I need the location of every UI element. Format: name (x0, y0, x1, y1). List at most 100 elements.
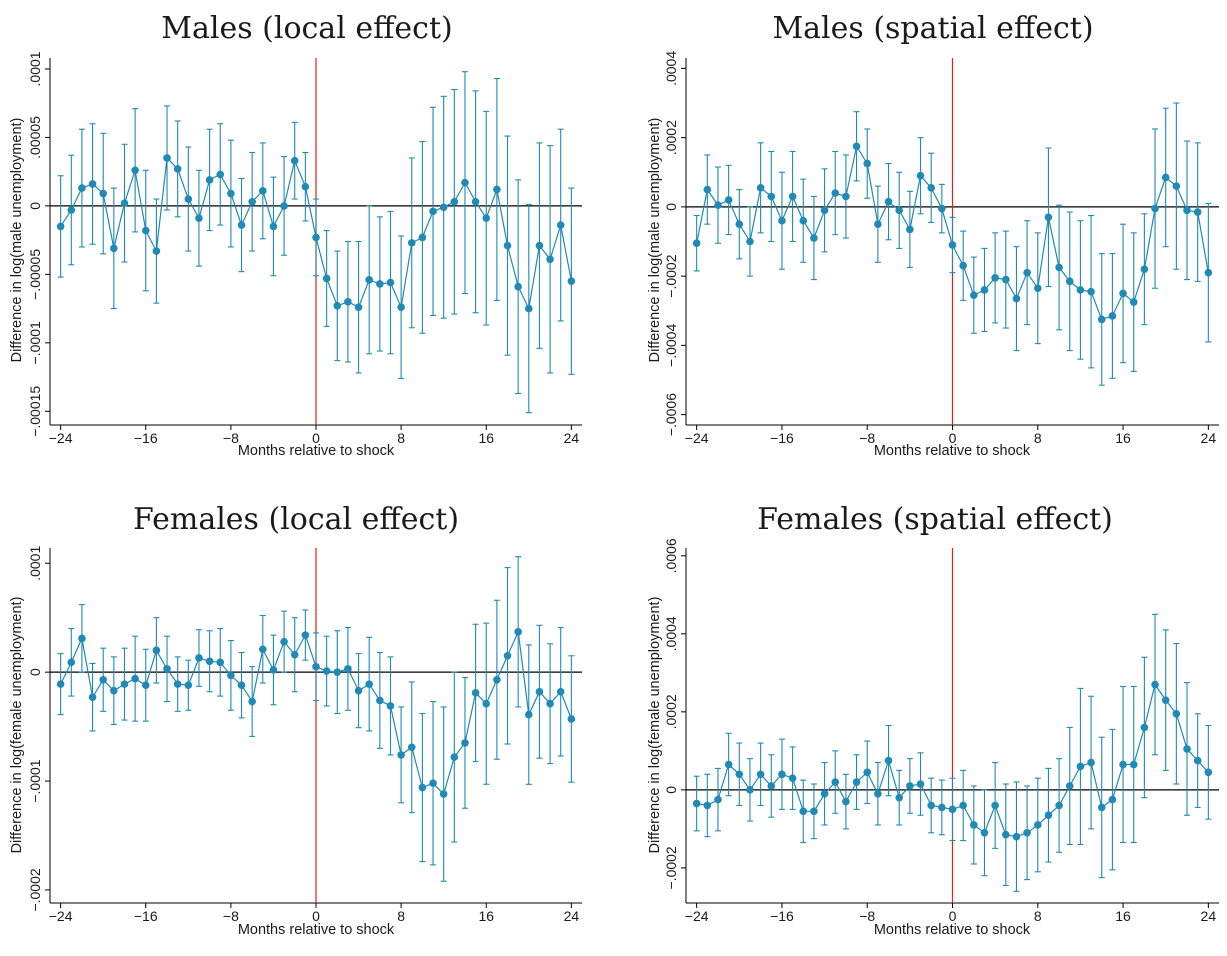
data-point (778, 216, 786, 225)
data-point (248, 197, 256, 206)
data-point (1151, 204, 1159, 213)
x-tick-label: −16 (770, 908, 794, 924)
x-tick-label: 16 (478, 430, 494, 446)
data-point (767, 782, 776, 790)
data-point (131, 166, 139, 175)
data-point (67, 658, 76, 667)
data-point (1140, 265, 1149, 273)
data-point (99, 675, 107, 684)
data-point (692, 799, 701, 808)
data-point (970, 291, 978, 299)
data-point (1140, 723, 1149, 732)
data-point (1033, 821, 1042, 829)
data-point (916, 780, 925, 788)
y-tick-label: −.0002 (663, 254, 679, 297)
data-point (535, 687, 544, 696)
data-point (1108, 795, 1117, 804)
data-point (980, 828, 989, 837)
data-point (980, 286, 989, 294)
data-point (280, 637, 288, 646)
data-point (938, 204, 946, 213)
data-point (290, 156, 299, 165)
y-tick-label: .0001 (27, 51, 43, 86)
data-point (546, 255, 554, 264)
data-point (916, 171, 925, 180)
data-point (1097, 315, 1106, 324)
data-point (397, 751, 405, 759)
x-tick-label: 8 (1034, 430, 1042, 446)
data-point (386, 278, 395, 287)
data-point (269, 222, 278, 231)
y-tick-label: −.0002 (27, 868, 43, 911)
chart-title: Females (local effect) (133, 502, 459, 537)
x-tick-label: 24 (564, 430, 580, 446)
data-point (906, 782, 914, 790)
x-tick-label: 16 (1115, 908, 1131, 924)
data-point (184, 195, 193, 203)
x-axis-label: Months relative to shock (238, 443, 395, 459)
x-tick-label: −24 (685, 430, 709, 446)
data-point (767, 192, 776, 201)
data-point (301, 631, 310, 639)
y-tick-label: −.0006 (663, 393, 679, 436)
data-point (56, 222, 65, 231)
data-point (493, 675, 501, 684)
x-tick-label: 0 (949, 908, 957, 924)
x-tick-label: 0 (312, 430, 320, 446)
data-point (895, 206, 903, 215)
y-tick-label: 0 (663, 203, 679, 211)
data-point (365, 276, 374, 284)
data-point (810, 807, 818, 816)
y-tick-label: −.0004 (663, 324, 679, 367)
data-point (1129, 298, 1138, 306)
chart-panel-1: Males (local effect) −24 −16 −8 0 8 16 24 −.0001… (9, 11, 582, 459)
data-point (78, 634, 86, 643)
data-point (1012, 294, 1021, 303)
data-point (852, 142, 861, 151)
data-point (120, 199, 129, 207)
data-point (1012, 832, 1021, 841)
data-point (1161, 173, 1170, 182)
data-point (810, 234, 818, 242)
y-tick-label: −.0001 (27, 321, 43, 364)
data-point (852, 778, 861, 786)
data-point (269, 666, 278, 674)
data-point (418, 233, 427, 242)
x-tick-label: 24 (1201, 908, 1217, 924)
data-point (205, 176, 214, 184)
data-point (290, 650, 299, 659)
data-point (237, 221, 246, 229)
data-point (301, 182, 310, 191)
data-point (970, 821, 978, 829)
data-point (525, 710, 533, 719)
data-point (1172, 182, 1181, 190)
chart-panel-2: Males (spatial effect) −24 −16 −8 0 8 16 24 −.00… (647, 11, 1219, 459)
data-point (407, 743, 416, 752)
data-point (820, 206, 829, 215)
data-point (397, 303, 405, 312)
x-tick-label: 8 (397, 430, 405, 446)
x-tick-label: −8 (223, 908, 239, 924)
data-point (237, 681, 246, 690)
data-point (884, 197, 893, 206)
data-point (703, 801, 712, 810)
data-point (227, 189, 235, 198)
data-point (99, 189, 107, 198)
data-point (110, 686, 118, 695)
data-point (216, 658, 225, 667)
data-point (831, 189, 840, 197)
data-point (746, 786, 754, 794)
data-point (280, 202, 288, 210)
data-point (948, 805, 957, 814)
data-point (938, 803, 946, 812)
x-tick-label: −16 (134, 908, 158, 924)
data-point (88, 180, 97, 188)
data-point (1204, 768, 1213, 777)
data-point (756, 184, 765, 192)
data-point (163, 154, 171, 162)
data-point (482, 699, 491, 708)
data-point (1044, 213, 1053, 222)
data-point (788, 192, 797, 201)
data-point (927, 801, 935, 810)
y-tick-label: 0 (663, 786, 679, 794)
